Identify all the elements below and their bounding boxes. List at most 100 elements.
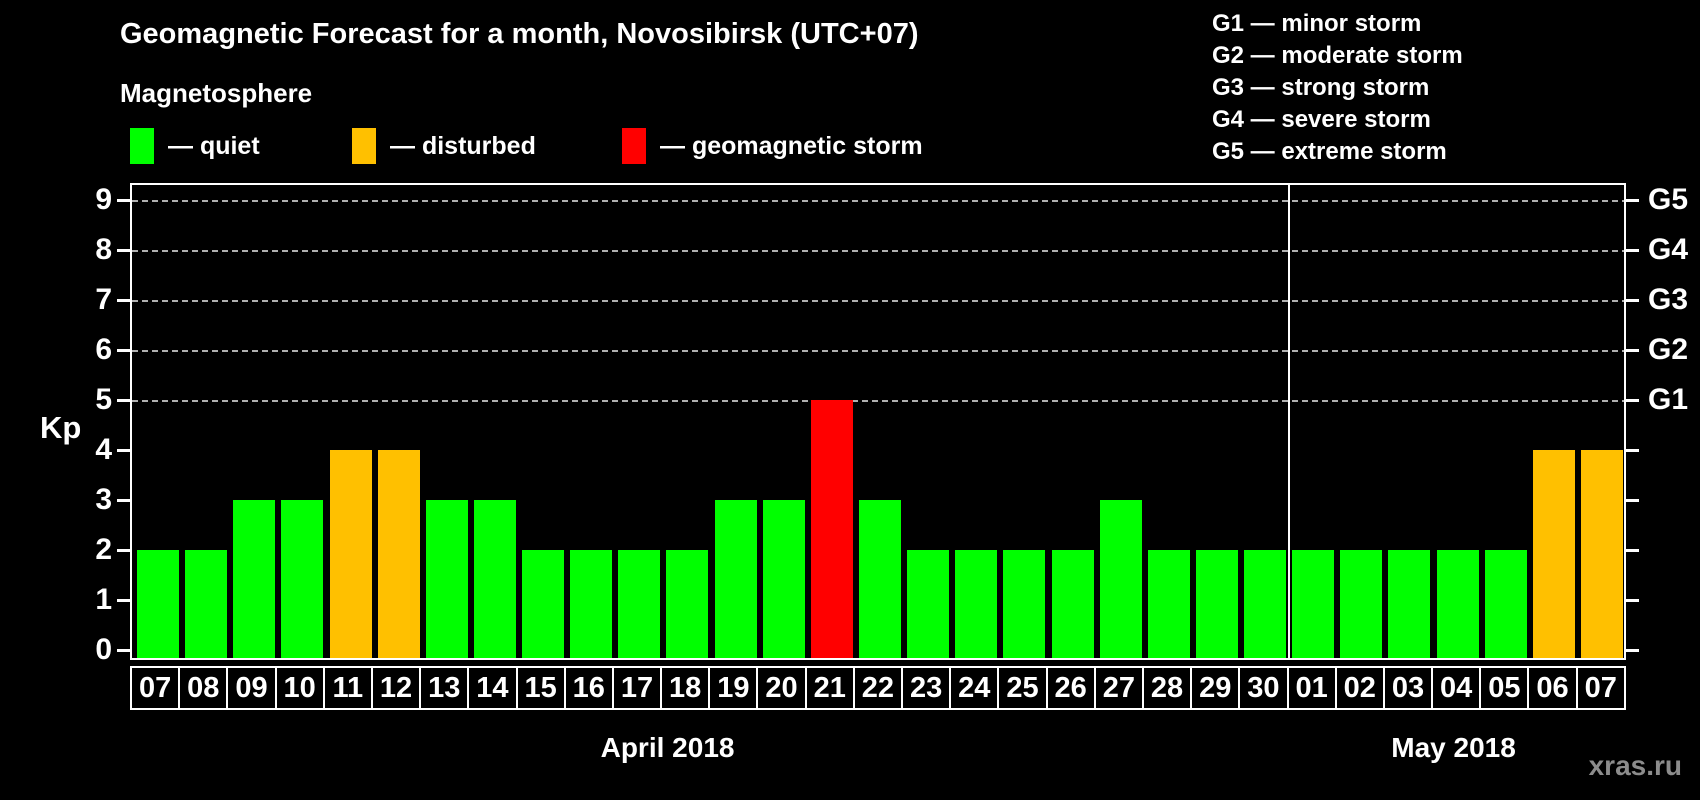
legend-label-disturbed: — disturbed <box>390 131 536 160</box>
kp-bar <box>859 500 901 658</box>
kp-bar <box>281 500 324 658</box>
day-cell: 02 <box>1334 666 1385 710</box>
day-cell: 04 <box>1431 666 1482 710</box>
g-axis-label: G4 <box>1648 233 1689 266</box>
kp-bar <box>425 500 468 658</box>
y-tick-label: 1 <box>95 583 112 616</box>
y-tick-left <box>117 349 130 352</box>
g-axis-label: G1 <box>1648 383 1689 416</box>
legend-item-quiet: — quiet <box>130 128 260 164</box>
kp-bar <box>666 550 709 658</box>
kp-bar <box>1484 550 1527 658</box>
y-tick-left <box>117 549 130 552</box>
day-cell: 20 <box>756 666 807 710</box>
kp-bar <box>1051 550 1094 658</box>
day-cell: 26 <box>1045 666 1096 710</box>
legend-label-storm: — geomagnetic storm <box>660 131 923 160</box>
g-scale-legend: G1 — minor storm G2 — moderate storm G3 — … <box>1212 8 1463 168</box>
kp-bar <box>1436 550 1479 658</box>
legend-item-disturbed: — disturbed <box>352 128 536 164</box>
legend-swatch-disturbed <box>352 128 376 164</box>
kp-bar <box>907 550 950 658</box>
month-label: April 2018 <box>600 732 735 763</box>
y-tick-right <box>1626 249 1639 252</box>
kp-bar <box>1388 550 1431 658</box>
kp-bar <box>185 550 228 658</box>
y-tick-label: 6 <box>95 333 112 366</box>
g-scale-legend-line: G1 — minor storm <box>1212 10 1422 37</box>
g-axis-label: G5 <box>1648 183 1689 216</box>
day-cell: 27 <box>1093 666 1144 710</box>
kp-bar <box>329 450 372 658</box>
kp-bar <box>810 400 853 658</box>
day-cell: 23 <box>901 666 952 710</box>
day-cell: 01 <box>1286 666 1337 710</box>
kp-bar <box>1340 550 1383 658</box>
kp-bar <box>473 500 516 658</box>
day-cell: 03 <box>1382 666 1434 710</box>
g-scale-legend-line: G2 — moderate storm <box>1212 42 1463 69</box>
kp-bar <box>1195 550 1238 658</box>
kp-bar <box>1580 450 1623 658</box>
y-tick-left <box>117 449 130 452</box>
y-tick-label: 8 <box>95 233 112 266</box>
y-tick-label: 3 <box>95 483 112 516</box>
day-cell: 09 <box>226 666 277 710</box>
kp-bar <box>955 550 998 658</box>
month-separator <box>1288 185 1291 658</box>
day-cell: 15 <box>515 666 566 710</box>
y-tick-right <box>1626 649 1639 652</box>
kp-bar <box>1099 500 1142 658</box>
day-cell: 05 <box>1479 666 1530 710</box>
kp-bar <box>1292 550 1335 658</box>
g-axis-label: G3 <box>1648 283 1689 316</box>
day-cell: 17 <box>611 666 663 710</box>
y-tick-right <box>1626 599 1639 602</box>
gridline-kp8 <box>132 250 1624 252</box>
day-cell: 22 <box>852 666 903 710</box>
y-tick-label: 5 <box>95 383 112 416</box>
y-tick-right <box>1626 349 1639 352</box>
legend-swatch-quiet <box>130 128 154 164</box>
y-tick-right <box>1626 199 1639 202</box>
y-tick-right <box>1626 449 1639 452</box>
kp-bar <box>233 500 276 658</box>
kp-bar <box>1244 550 1287 658</box>
y-tick-label: 0 <box>95 633 112 666</box>
day-cell: 29 <box>1190 666 1241 710</box>
chart-title: Geomagnetic Forecast for a month, Novosi… <box>120 18 919 50</box>
day-axis: 07 08 09 10 11 12 13 14 15 16 17 18 19 20 21 22 23 24 25 26… <box>130 666 1626 710</box>
legend-item-storm: — geomagnetic storm <box>622 128 923 164</box>
y-tick-label: 4 <box>95 433 112 466</box>
gridline-kp5 <box>132 400 1624 402</box>
day-cell: 21 <box>804 666 855 710</box>
day-cell: 24 <box>949 666 1000 710</box>
y-tick-left <box>117 499 130 502</box>
y-tick-left <box>117 649 130 652</box>
legend-swatch-storm <box>622 128 646 164</box>
g-scale-legend-line: G4 — severe storm <box>1212 106 1431 133</box>
y-tick-right <box>1626 399 1639 402</box>
day-cell: 19 <box>708 666 759 710</box>
day-cell: 30 <box>1238 666 1289 710</box>
day-cell: 25 <box>997 666 1048 710</box>
kp-bar <box>522 550 565 658</box>
kp-bar <box>377 450 420 658</box>
magnetosphere-label: Magnetosphere <box>120 78 313 108</box>
legend-label-quiet: — quiet <box>168 131 260 160</box>
gridline-kp6 <box>132 350 1624 352</box>
y-tick-left <box>117 599 130 602</box>
y-tick-label: 2 <box>95 533 112 566</box>
kp-bar <box>1532 450 1575 658</box>
watermark: xras.ru <box>1588 750 1682 781</box>
day-cell: 16 <box>563 666 614 710</box>
kp-bar <box>762 500 805 658</box>
kp-bar <box>1147 550 1190 658</box>
g-scale-legend-line: G5 — extreme storm <box>1212 138 1447 165</box>
gridline-kp9 <box>132 200 1624 202</box>
gridline-kp7 <box>132 300 1624 302</box>
day-cell: 12 <box>370 666 422 710</box>
kp-bar <box>618 550 661 658</box>
day-cell: 10 <box>274 666 325 710</box>
